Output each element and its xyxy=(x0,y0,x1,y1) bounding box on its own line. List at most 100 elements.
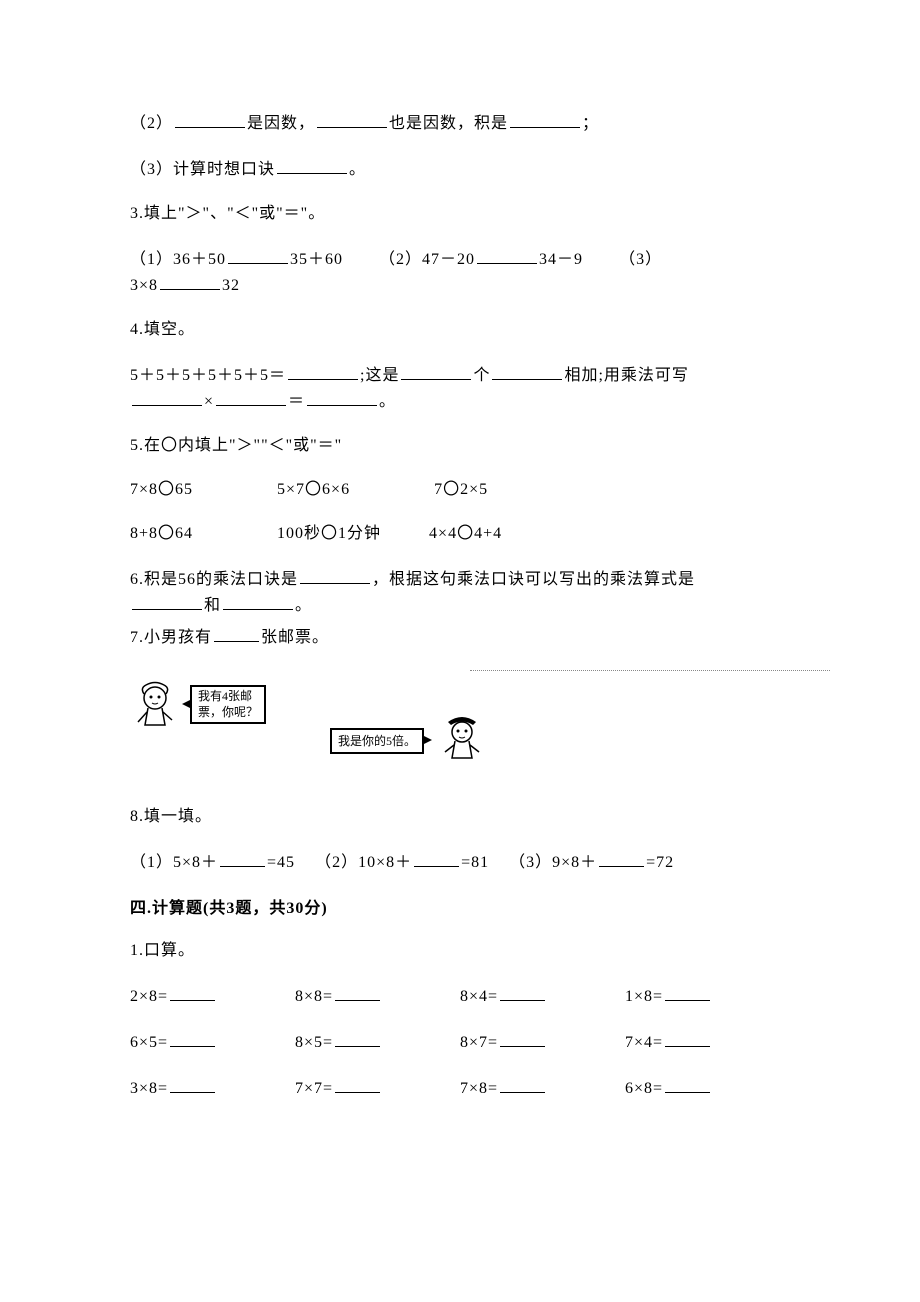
blank xyxy=(307,388,377,406)
calc-item: 3×8= xyxy=(130,1075,295,1101)
blank xyxy=(500,1029,545,1047)
text: 1×8= xyxy=(625,988,663,1005)
q8-title: 8.填一填。 xyxy=(130,805,790,829)
blank xyxy=(665,1029,710,1047)
text: （2）47－20 xyxy=(379,251,475,268)
text: ＝ xyxy=(288,393,305,410)
text: 6×8= xyxy=(625,1080,663,1097)
text: 7〇2×5 xyxy=(434,481,488,498)
q7: 7.小男孩有 张邮票。 xyxy=(130,624,790,650)
q2-sub2: （2）是因数，也是因数，积是； xyxy=(130,110,790,136)
text: 7×8= xyxy=(460,1080,498,1097)
calc-item: 7×8= xyxy=(460,1075,625,1101)
q2-sub3: （3）计算时想口诀 。 xyxy=(130,156,790,182)
calc-item: 7×7= xyxy=(295,1075,460,1101)
text: 8×8= xyxy=(295,988,333,1005)
text: 5＋5＋5＋5＋5＋5＝ xyxy=(130,367,286,384)
blank xyxy=(477,246,537,264)
blank xyxy=(665,1075,710,1093)
text: 是因数， xyxy=(247,115,315,132)
blank xyxy=(214,624,259,642)
q5-row2: 8+8〇64100秒〇1分钟4×4〇4+4 xyxy=(130,522,790,546)
text: 个 xyxy=(473,367,490,384)
text: 3×8 xyxy=(130,277,158,294)
text: 。 xyxy=(349,161,366,178)
text: （1）5×8＋ xyxy=(130,854,218,871)
text: ； xyxy=(582,115,599,132)
text: 34－9 xyxy=(539,251,583,268)
blank xyxy=(414,849,459,867)
text: 6×5= xyxy=(130,1034,168,1051)
blank xyxy=(132,592,202,610)
text: （3）9×8＋ xyxy=(509,854,597,871)
text: 票，你呢？ xyxy=(198,705,258,719)
text: 7×8〇65 xyxy=(130,481,193,498)
text: 和 xyxy=(204,597,221,614)
blank xyxy=(401,362,471,380)
boy-icon xyxy=(440,710,485,765)
blank xyxy=(500,1075,545,1093)
text: （1）36＋50 xyxy=(130,251,226,268)
q8-body: （1）5×8＋=45 （2）10×8＋=81 （3）9×8＋=72 xyxy=(130,849,790,875)
girl-icon xyxy=(130,680,180,740)
text: 我是你的5倍。 xyxy=(338,734,416,748)
text: 8×7= xyxy=(460,1034,498,1051)
text: 7×7= xyxy=(295,1080,333,1097)
text: 3×8= xyxy=(130,1080,168,1097)
text: × xyxy=(204,393,214,410)
blank xyxy=(665,983,710,1001)
text: 7.小男孩有 xyxy=(130,629,212,646)
text: 7×4= xyxy=(625,1034,663,1051)
text: 8×4= xyxy=(460,988,498,1005)
text: 。 xyxy=(379,393,396,410)
q5-row1: 7×8〇65 5×7〇6×6 7〇2×5 xyxy=(130,478,790,502)
calc-row-3: 3×8= 7×7= 7×8= 6×8= xyxy=(130,1075,790,1101)
q3-body: （1）36＋50 35＋60 （2）47－20 34－9 （3） 3×8 32 xyxy=(130,246,790,298)
blank xyxy=(335,983,380,1001)
text: 8×5= xyxy=(295,1034,333,1051)
text: 张邮票。 xyxy=(261,629,329,646)
q4-body: 5＋5＋5＋5＋5＋5＝;这是个相加;用乘法可写×＝。 xyxy=(130,362,790,414)
calc-item: 1×8= xyxy=(625,983,790,1009)
text: =72 xyxy=(646,854,674,871)
text: 100秒〇1分钟 xyxy=(277,525,381,542)
q4-title: 4.填空。 xyxy=(130,318,790,342)
calc-row-1: 2×8= 8×8= 8×4= 1×8= xyxy=(130,983,790,1009)
q6: 6.积是56的乘法口诀是，根据这句乘法口诀可以写出的乘法算式是和。 xyxy=(130,566,790,618)
calc-item: 8×8= xyxy=(295,983,460,1009)
blank xyxy=(492,362,562,380)
calc-item: 7×4= xyxy=(625,1029,790,1055)
text: ;这是 xyxy=(360,367,399,384)
blank xyxy=(335,1075,380,1093)
speech-bubble-girl: 我有4张邮票，你呢？ xyxy=(190,685,266,724)
blank xyxy=(288,362,358,380)
blank xyxy=(223,592,293,610)
blank xyxy=(160,272,220,290)
blank xyxy=(175,110,245,128)
q3-title: 3.填上"＞"、"＜"或"＝"。 xyxy=(130,202,790,226)
blank xyxy=(300,566,370,584)
section4-title: 四.计算题(共3题，共30分) xyxy=(130,897,790,921)
calc-item: 6×8= xyxy=(625,1075,790,1101)
text: （3） xyxy=(619,251,662,268)
text: （3）计算时想口诀 xyxy=(130,161,275,178)
q5-title: 5.在〇内填上"＞""＜"或"＝" xyxy=(130,434,790,458)
text: 6.积是56的乘法口诀是 xyxy=(130,571,298,588)
text: 35＋60 xyxy=(290,251,343,268)
blank xyxy=(170,1075,215,1093)
blank xyxy=(170,1029,215,1047)
text: 2×8= xyxy=(130,988,168,1005)
text: =45 xyxy=(267,854,295,871)
calc-item: 8×4= xyxy=(460,983,625,1009)
blank xyxy=(510,110,580,128)
dotted-rule xyxy=(470,670,830,671)
text: （2） xyxy=(130,115,173,132)
blank xyxy=(277,156,347,174)
text: 5×7〇6×6 xyxy=(277,481,350,498)
text: ，根据这句乘法口诀可以写出的乘法算式是 xyxy=(372,571,695,588)
q7-illustration: 我有4张邮票，你呢？ 我是你的5倍。 xyxy=(130,680,790,775)
blank xyxy=(317,110,387,128)
calc-item: 2×8= xyxy=(130,983,295,1009)
text: （2）10×8＋ xyxy=(315,854,412,871)
text: 32 xyxy=(222,277,240,294)
